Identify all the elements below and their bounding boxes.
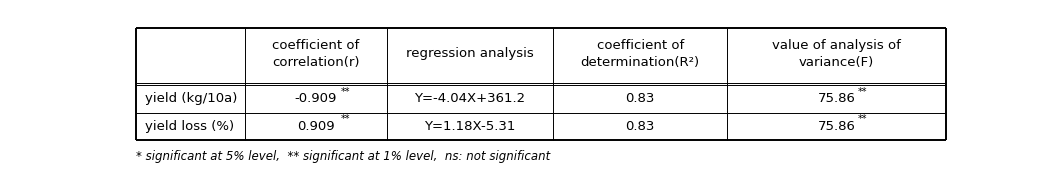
Text: 0.83: 0.83	[625, 92, 655, 105]
Text: yield (kg/10a): yield (kg/10a)	[145, 92, 238, 105]
Text: **: **	[341, 114, 351, 124]
Text: 0.909: 0.909	[297, 120, 335, 133]
Text: value of analysis of
variance(F): value of analysis of variance(F)	[772, 39, 901, 69]
Text: coefficient of
determination(R²): coefficient of determination(R²)	[580, 39, 700, 69]
Text: **: **	[341, 87, 351, 97]
Text: Y=-4.04X+361.2: Y=-4.04X+361.2	[415, 92, 525, 105]
Text: 75.86: 75.86	[818, 92, 856, 105]
Text: yield loss (%): yield loss (%)	[145, 120, 235, 133]
Text: coefficient of
correlation(r): coefficient of correlation(r)	[273, 39, 360, 69]
Text: Y=1.18X-5.31: Y=1.18X-5.31	[424, 120, 516, 133]
Text: -0.909: -0.909	[295, 92, 337, 105]
Text: 0.83: 0.83	[625, 120, 655, 133]
Text: 75.86: 75.86	[818, 120, 856, 133]
Text: **: **	[857, 87, 867, 97]
Text: **: **	[857, 114, 867, 124]
Text: regression analysis: regression analysis	[406, 47, 534, 60]
Text: * significant at 5% level,  ** significant at 1% level,  ns: not significant: * significant at 5% level, ** significan…	[136, 150, 550, 163]
